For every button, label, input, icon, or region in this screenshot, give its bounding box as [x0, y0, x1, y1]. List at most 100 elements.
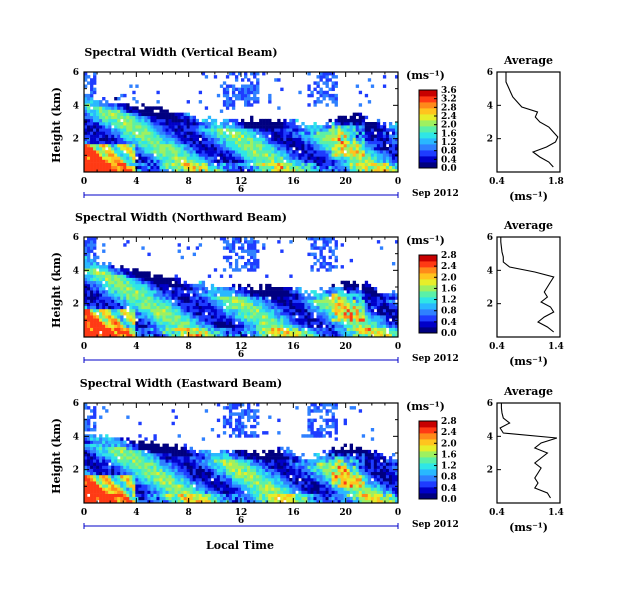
- heatmap-cell: [295, 308, 299, 313]
- heatmap-cell: [280, 287, 284, 291]
- heatmap-cell: [250, 140, 254, 145]
- heatmap-cell: [186, 147, 190, 151]
- heatmap-cell: [117, 443, 121, 448]
- heatmap-cell: [337, 143, 341, 148]
- heatmap-cell: [286, 302, 290, 307]
- heatmap-cell: [277, 296, 281, 300]
- heatmap-cell: [150, 159, 154, 163]
- heatmap-cell: [165, 474, 169, 479]
- heatmap-cell: [280, 137, 284, 142]
- heatmap-cell: [222, 140, 227, 145]
- heatmap-cell: [391, 296, 396, 300]
- colorbar-segment: [419, 273, 437, 280]
- heatmap-cell: [289, 156, 293, 160]
- heatmap-cell: [180, 128, 184, 132]
- heatmap-cell: [234, 78, 239, 82]
- heatmap-cell: [292, 330, 296, 335]
- heatmap-cell: [244, 262, 248, 266]
- heatmap-cell: [105, 290, 109, 294]
- heatmap-cell: [99, 333, 103, 338]
- heatmap-cell: [96, 109, 100, 113]
- heatmap-cell: [141, 321, 145, 325]
- heatmap-cell: [156, 474, 160, 479]
- heatmap-cell: [177, 496, 181, 501]
- heatmap-cell: [382, 318, 387, 322]
- heatmap-cell: [370, 305, 375, 310]
- heatmap-cell: [292, 302, 296, 307]
- heatmap-cell: [259, 321, 263, 325]
- heatmap-cell: [228, 249, 233, 253]
- heatmap-cell: [135, 493, 139, 498]
- heatmap-cell: [129, 496, 133, 501]
- heatmap-cell: [379, 162, 384, 167]
- heatmap-cell: [289, 240, 293, 244]
- heatmap-cell: [111, 437, 115, 441]
- heatmap-cell: [250, 153, 254, 157]
- heatmap-cell: [126, 280, 130, 285]
- heatmap-cell: [394, 305, 399, 310]
- heatmap-cell: [325, 159, 329, 163]
- heatmap-cell: [177, 128, 181, 132]
- heatmap-cell: [352, 312, 357, 316]
- heatmap-cell: [265, 312, 269, 316]
- heatmap-cell: [286, 290, 290, 294]
- heatmap-cell: [177, 318, 181, 322]
- heatmap-cell: [108, 305, 112, 310]
- heatmap-cell: [192, 137, 197, 142]
- heatmap-cell: [367, 283, 372, 288]
- heatmap-cell: [219, 327, 224, 332]
- heatmap-cell: [183, 115, 187, 120]
- heatmap-cell: [84, 299, 88, 303]
- heatmap-cell: [234, 268, 239, 272]
- heatmap-cell: [250, 299, 254, 303]
- heatmap-cell: [201, 72, 206, 76]
- heatmap-cell: [247, 147, 251, 151]
- heatmap-cell: [159, 446, 163, 451]
- heatmap-cell: [316, 97, 320, 101]
- heatmap-cell: [153, 330, 157, 335]
- heatmap-cell: [250, 237, 254, 241]
- heatmap-cell: [96, 308, 100, 313]
- heatmap-cell: [322, 159, 326, 163]
- heatmap-cell: [147, 484, 151, 488]
- heatmap-cell: [171, 153, 175, 157]
- heatmap-cell: [385, 128, 390, 132]
- heatmap-cell: [259, 125, 263, 129]
- heatmap-cell: [370, 122, 375, 126]
- heatmap-cell: [171, 162, 175, 167]
- heatmap-cell: [388, 147, 393, 151]
- colorbar-tick-label: 3.2: [441, 95, 457, 105]
- heatmap-cell: [310, 137, 314, 142]
- heatmap-cell: [307, 103, 311, 107]
- heatmap-cell: [280, 140, 284, 145]
- heatmap-cell: [93, 315, 97, 319]
- heatmap-cell: [204, 147, 209, 151]
- heatmap-cell: [379, 293, 384, 297]
- heatmap-cell: [216, 296, 221, 300]
- heatmap-cell: [274, 147, 278, 151]
- heatmap-cell: [253, 87, 257, 92]
- heatmap-cell: [325, 81, 329, 85]
- heatmap-cell: [90, 428, 94, 432]
- heatmap-cell: [231, 246, 236, 250]
- heatmap-cell: [138, 487, 142, 491]
- heatmap-cell: [216, 93, 221, 98]
- heatmap-cell: [370, 143, 375, 148]
- heatmap-cell: [337, 333, 341, 338]
- heatmap-cell: [292, 327, 296, 332]
- heatmap-cell: [144, 487, 148, 491]
- heatmap-cell: [213, 125, 218, 129]
- heatmap-cell: [150, 143, 154, 148]
- heatmap-cell: [307, 308, 311, 313]
- heatmap-cell: [231, 312, 236, 316]
- heatmap-cell: [150, 287, 154, 291]
- heatmap-cell: [120, 315, 124, 319]
- heatmap-cell: [376, 122, 381, 126]
- heatmap-cell: [322, 156, 326, 160]
- heatmap-cell: [231, 327, 236, 332]
- heatmap-cell: [328, 321, 332, 325]
- heatmap-cell: [87, 302, 91, 307]
- heatmap-cell: [292, 140, 296, 145]
- heatmap-cell: [84, 456, 88, 460]
- heatmap-cell: [271, 137, 275, 142]
